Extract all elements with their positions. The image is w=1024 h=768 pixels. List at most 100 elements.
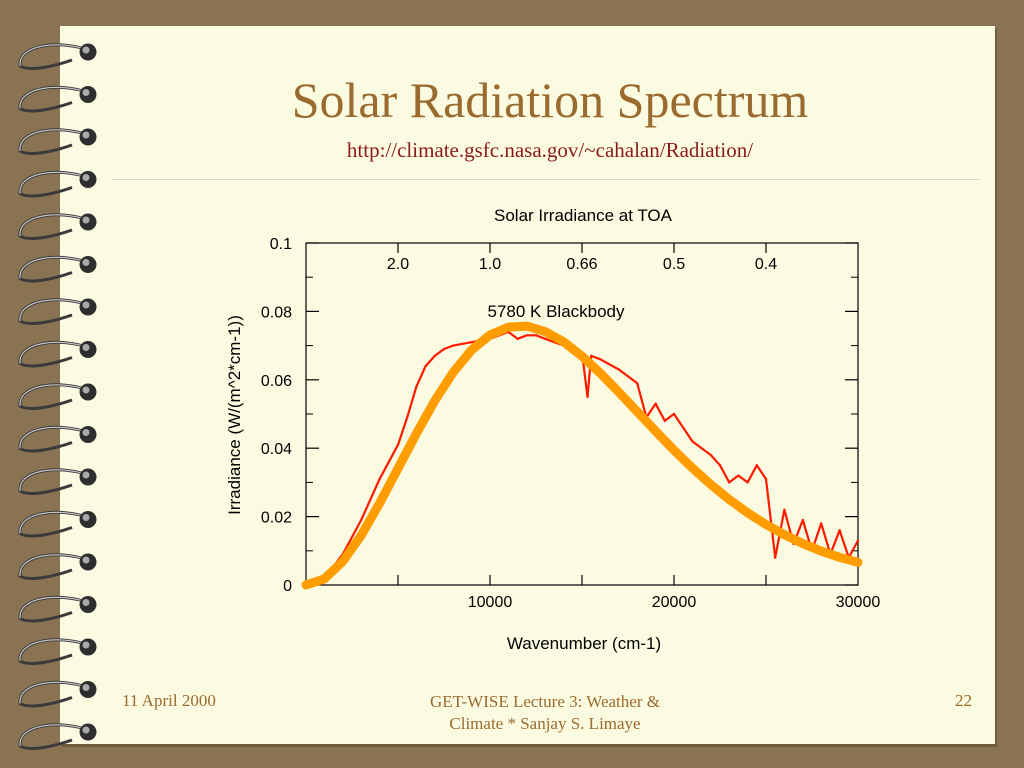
observed-point	[360, 518, 363, 522]
blackbody-point	[617, 390, 621, 394]
observed-point	[525, 334, 528, 337]
y-tick-label: 0.06	[261, 373, 292, 390]
chart-title: Solar Irradiance at TOA	[494, 206, 673, 225]
observed-point	[820, 522, 823, 525]
observed-point	[856, 539, 860, 542]
binding-ring	[18, 170, 97, 198]
blackbody-point	[672, 448, 676, 452]
y-tick-label: 0.04	[261, 441, 292, 458]
observed-point	[470, 340, 473, 344]
blackbody-point	[488, 333, 492, 337]
chart-annotation: 5780 K Blackbody	[487, 302, 625, 321]
x-tick-label: 10000	[468, 594, 513, 611]
binding-ring	[18, 680, 97, 708]
binding-ring	[18, 468, 97, 495]
series-blackbody-line	[301, 321, 863, 590]
observed-point	[654, 402, 657, 405]
binding-ring	[18, 553, 97, 580]
footer-lecture-line1: GET-WISE Lecture 3: Weather &	[430, 692, 660, 711]
observed-point	[586, 395, 589, 399]
blackbody-point	[764, 522, 768, 526]
observed-point	[452, 344, 455, 347]
observed-point	[442, 347, 446, 351]
blackbody-point	[635, 410, 639, 414]
top-axis-label: 0.5	[663, 256, 685, 273]
blackbody-point	[856, 560, 860, 564]
blackbody-point	[470, 348, 474, 352]
observed-point	[590, 354, 593, 358]
top-axis-label: 0.4	[755, 256, 777, 273]
slide-page	[60, 26, 995, 744]
blackbody-point	[690, 466, 694, 470]
y-axis-label: Irradiance (W/(m^2*cm-1))	[225, 315, 244, 515]
blackbody-point	[359, 533, 363, 537]
binding-ring	[18, 43, 97, 70]
footer-page-number: 22	[955, 691, 972, 710]
blackbody-point	[451, 370, 455, 374]
blackbody-point	[341, 559, 345, 563]
blackbody-point	[598, 371, 602, 375]
binding-ring	[18, 213, 97, 240]
blackbody-point	[654, 429, 658, 433]
blackbody-point	[396, 466, 400, 470]
observed-point	[672, 412, 676, 416]
observed-point	[534, 334, 538, 337]
blackbody-point	[801, 542, 805, 546]
y-tick-label: 0	[283, 578, 292, 595]
blackbody-point	[562, 340, 566, 344]
blackbody-point	[838, 555, 842, 559]
observed-point	[636, 382, 639, 385]
y-tick-label: 0.08	[261, 304, 292, 321]
blackbody-point	[746, 511, 750, 515]
binding-ring	[18, 340, 97, 368]
observed-point	[801, 518, 804, 522]
footer-lecture-line2: Climate * Sanjay S. Limaye	[449, 714, 641, 733]
observed-point	[378, 477, 381, 481]
slide-title: Solar Radiation Spectrum	[291, 72, 809, 128]
top-axis-label: 2.0	[387, 256, 409, 273]
observed-point	[691, 440, 694, 443]
binding-ring	[18, 510, 97, 538]
blackbody-point	[709, 482, 713, 486]
binding-ring	[18, 595, 97, 623]
binding-ring	[18, 425, 97, 453]
blackbody-point	[506, 325, 510, 329]
binding-ring	[18, 85, 97, 113]
top-axis-label: 1.0	[479, 256, 501, 273]
observed-point	[718, 464, 722, 467]
binding-ring	[18, 255, 97, 283]
spiral-binding	[18, 43, 97, 750]
blackbody-point	[378, 501, 382, 505]
source-url[interactable]: http://climate.gsfc.nasa.gov/~cahalan/Ra…	[346, 138, 754, 162]
blackbody-point	[580, 354, 584, 358]
blackbody-point	[782, 533, 786, 537]
title-divider	[112, 179, 980, 180]
observed-point	[396, 443, 400, 446]
x-axis-label: Wavenumber (cm-1)	[507, 634, 661, 653]
observed-point	[663, 419, 666, 423]
footer-lecture: GET-WISE Lecture 3: Weather & Climate * …	[380, 691, 710, 735]
observed-point	[755, 464, 758, 467]
blackbody-point	[819, 549, 823, 553]
observed-point	[746, 481, 749, 484]
observed-point	[783, 508, 786, 511]
y-tick-label: 0.02	[261, 510, 292, 527]
observed-point	[700, 447, 703, 450]
observed-point	[774, 556, 777, 559]
observed-point	[838, 529, 841, 532]
observed-point	[764, 477, 768, 481]
observed-point	[406, 416, 409, 419]
x-tick-label: 20000	[652, 594, 697, 611]
footer-date: 11 April 2000	[122, 691, 216, 710]
top-axis-label: 0.66	[566, 256, 597, 273]
blackbody-point	[525, 324, 529, 328]
blackbody-point	[304, 583, 308, 587]
blackbody-point	[543, 330, 547, 334]
blackbody-point	[322, 577, 326, 581]
binding-ring	[18, 638, 97, 665]
binding-ring	[18, 723, 97, 750]
series-observed-line	[314, 330, 859, 585]
observed-point	[728, 481, 731, 484]
blackbody-point	[414, 431, 418, 435]
